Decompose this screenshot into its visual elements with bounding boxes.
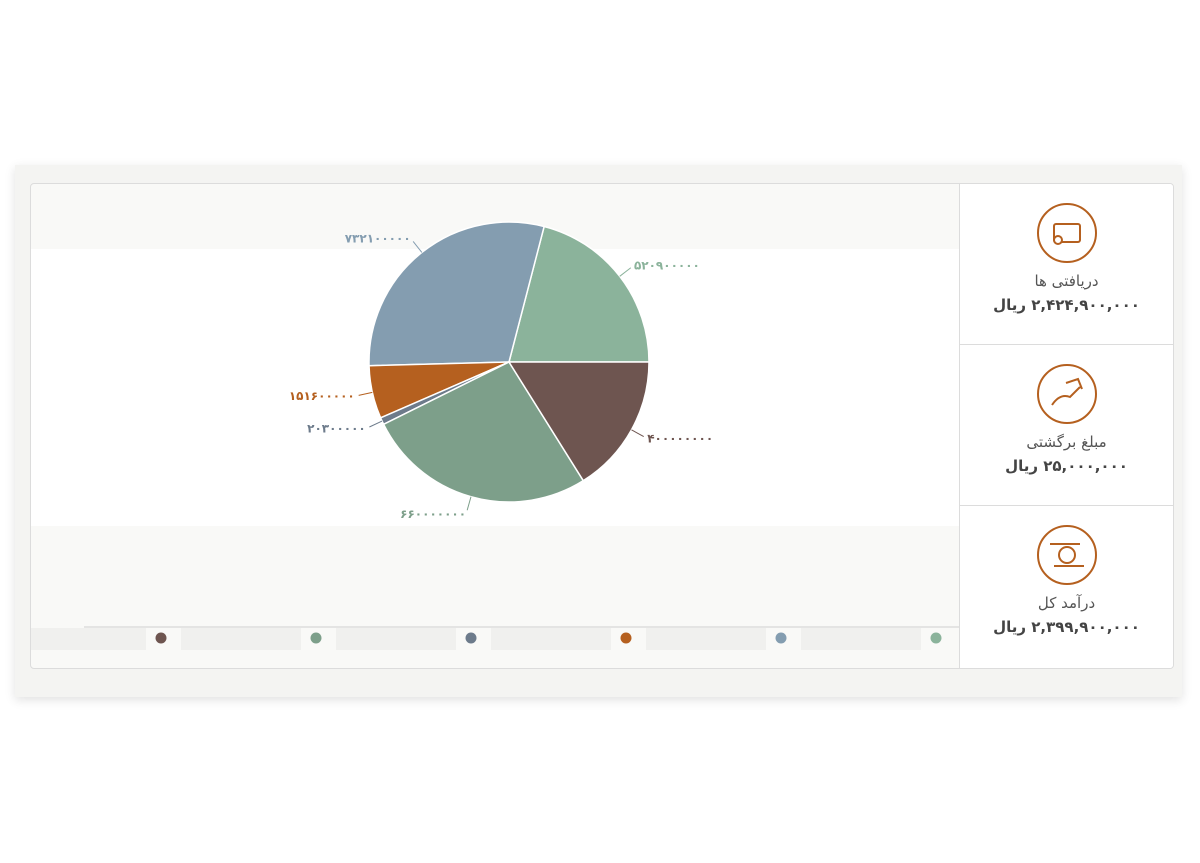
- income-icon: [1036, 525, 1097, 585]
- legend-label-box: [491, 628, 611, 650]
- card-title: مبلغ برگشتی: [1026, 433, 1107, 451]
- leader-line: [466, 496, 472, 511]
- leader-line: [619, 267, 632, 277]
- wallet-icon: [1036, 203, 1097, 263]
- legend-dot: [465, 632, 477, 644]
- legend-dot: [620, 632, 632, 644]
- card: مبلغ برگشتی ۲۵,۰۰۰,۰۰۰ ریال: [960, 345, 1173, 506]
- pie-chart: ۵۲۰۹۰۰۰۰۰ ۷۳۲۱۰۰۰۰۰ ۱۵۱۶۰۰۰۰۰ ۲۰۳۰۰۰۰۰ ۶۶۰۰۰…: [31, 221, 959, 650]
- card-value: ۲,۳۹۹,۹۰۰,۰۰۰ ریال: [993, 618, 1140, 636]
- leader-line: [369, 420, 383, 428]
- slice-label: ۴۰۰۰۰۰۰۰۰: [647, 432, 713, 446]
- slice-label: ۵۲۰۹۰۰۰۰۰: [634, 258, 700, 272]
- summary-cards: دریافتی ها ۲,۴۲۴,۹۰۰,۰۰۰ ریال مبلغ برگشت…: [959, 184, 1173, 668]
- pie-slice: [368, 221, 546, 367]
- pie-slice: [507, 361, 650, 482]
- slice-label: ۶۶۰۰۰۰۰۰۰: [400, 507, 466, 521]
- card-value: ۲,۴۲۴,۹۰۰,۰۰۰ ریال: [993, 296, 1140, 314]
- legend-label-box: [31, 628, 146, 650]
- legend-dot: [310, 632, 322, 644]
- leader-line: [358, 391, 373, 396]
- legend-label-box: [181, 628, 301, 650]
- slice-label: ۱۵۱۶۰۰۰۰۰: [289, 389, 355, 403]
- slice-label: ۷۳۲۱۰۰۰۰۰: [345, 231, 411, 245]
- legend-label-box: [646, 628, 766, 650]
- slice-label: ۲۰۳۰۰۰۰۰: [307, 422, 366, 436]
- card: دریافتی ها ۲,۴۲۴,۹۰۰,۰۰۰ ریال: [960, 184, 1173, 345]
- dashboard-box: ۵۲۰۹۰۰۰۰۰ ۷۳۲۱۰۰۰۰۰ ۱۵۱۶۰۰۰۰۰ ۲۰۳۰۰۰۰۰ ۶۶۰۰۰…: [30, 183, 1174, 669]
- legend-dot: [930, 632, 942, 644]
- leader-line: [631, 429, 644, 438]
- legend-label-box: [336, 628, 456, 650]
- card-title: دریافتی ها: [1034, 272, 1099, 290]
- refund-icon: [1036, 364, 1097, 424]
- leader-line: [412, 241, 423, 253]
- card: درآمد کل ۲,۳۹۹,۹۰۰,۰۰۰ ریال: [960, 506, 1173, 666]
- card-value: ۲۵,۰۰۰,۰۰۰ ریال: [1005, 457, 1128, 475]
- card-title: درآمد کل: [1037, 594, 1096, 612]
- legend-dot: [775, 632, 787, 644]
- pie-slice: [382, 361, 585, 503]
- legend-dot: [155, 632, 167, 644]
- pie-slice: [508, 225, 650, 363]
- legend-label-box: [801, 628, 921, 650]
